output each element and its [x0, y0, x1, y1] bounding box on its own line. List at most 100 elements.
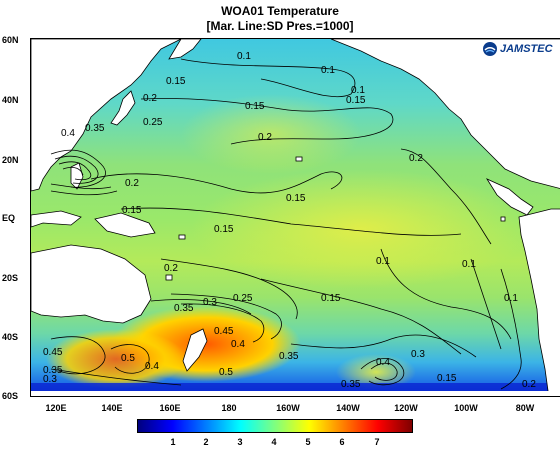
lon-label-120w: 120W — [394, 403, 418, 413]
contour-label: 0.45 — [214, 326, 234, 337]
contour-0.35-southeast — [360, 358, 405, 386]
lon-label-160w: 160W — [276, 403, 300, 413]
contour-0.2-south — [160, 258, 298, 320]
landmass-group — [31, 39, 560, 396]
contour-label: 0.5 — [219, 367, 233, 378]
japan-islands — [110, 90, 136, 126]
australia-landmass — [31, 244, 152, 324]
contour-label: 0.15 — [166, 76, 186, 87]
contour-0.15-south — [260, 278, 462, 355]
contour-0.35-tasman — [150, 299, 252, 315]
contour-label: 0.15 — [214, 224, 234, 235]
contour-label: 0.15 — [122, 205, 142, 216]
map-title: WOA01 Temperature — [221, 4, 339, 18]
colorbar-label-5: 5 — [305, 437, 311, 447]
solomon-island — [178, 234, 186, 240]
kamchatka-peninsula — [168, 39, 202, 60]
contour-label: 0.15 — [321, 293, 341, 304]
contour-0.35-southwest — [50, 368, 182, 386]
contour-label: 0.45 — [43, 347, 63, 358]
fiji-island — [165, 274, 173, 281]
contour-label: 0.15 — [346, 95, 366, 106]
lat-label-60s: 60S — [2, 391, 19, 401]
lat-label-40n: 40N — [2, 95, 19, 105]
contour-0.45-southwest — [50, 336, 106, 375]
lon-label-140w: 140W — [336, 403, 360, 413]
contour-label: 0.3 — [411, 349, 425, 360]
contour-0.2-east — [400, 148, 492, 245]
contour-label: 0.1 — [504, 293, 518, 304]
contour-0.1-north — [180, 58, 356, 98]
lon-label-140e: 140E — [101, 403, 123, 413]
contour-0.15-southeast — [290, 334, 477, 358]
lat-label-60n: 60N — [2, 35, 19, 45]
contour-0.15-eq — [120, 207, 462, 236]
contour-label: 0.35 — [174, 303, 194, 314]
colorbar-label-7: 7 — [374, 437, 380, 447]
contour-0.2-chile — [500, 268, 522, 390]
contour-0.25-tasman — [170, 293, 282, 340]
jamstec-logo-text: JAMSTEC — [500, 43, 553, 55]
lat-label-20n: 20N — [2, 155, 19, 165]
contour-label: 0.35 — [43, 365, 63, 376]
colorbar-label-3: 3 — [237, 437, 243, 447]
contour-label: 0.3 — [43, 374, 57, 385]
contour-label: 0.4 — [145, 361, 159, 372]
temperature-map: 0.1 0.1 0.15 0.2 0.25 0.35 0.4 0.2 0.15 … — [31, 39, 560, 396]
contour-label: 0.2 — [143, 93, 157, 104]
contour-label: 0.15 — [245, 101, 265, 112]
jamstec-logo-icon — [483, 42, 497, 56]
south-warm-pool — [46, 329, 186, 389]
mid-pacific-warm-band — [191, 169, 531, 289]
contour-label: 0.1 — [376, 256, 390, 267]
contour-label: 0.2 — [125, 178, 139, 189]
central-america-landmass — [485, 178, 534, 216]
contour-0.5-southwest — [110, 344, 150, 374]
lon-label-120e: 120E — [45, 403, 67, 413]
new-zealand-islands — [182, 328, 208, 372]
contour-label: 0.3 — [203, 297, 217, 308]
contour-0.3-tasman — [180, 303, 265, 343]
new-guinea-island — [94, 212, 156, 238]
contour-label: 0.1 — [237, 51, 251, 62]
colorbar — [137, 419, 413, 433]
kuroshio-contours — [50, 149, 118, 196]
contour-label: 0.5 — [121, 353, 135, 364]
contour-label: 0.4 — [61, 128, 75, 139]
lon-label-80w: 80W — [515, 403, 535, 413]
colorbar-label-1: 1 — [170, 437, 176, 447]
colorbar-label-2: 2 — [203, 437, 209, 447]
north-pacific-warm-band — [181, 94, 361, 174]
galapagos-island — [500, 216, 506, 222]
map-subtitle: [Mar. Line:SD Pres.=1000] — [206, 19, 354, 33]
lat-label-20s: 20S — [2, 273, 19, 283]
south-east-warm-patch — [336, 354, 416, 390]
contour-0.1-south — [380, 248, 512, 340]
map-panel: 0.1 0.1 0.15 0.2 0.25 0.35 0.4 0.2 0.15 … — [30, 38, 560, 397]
hawaii-island — [295, 156, 303, 162]
lon-label-160e: 160E — [159, 403, 181, 413]
lon-label-180: 180 — [221, 403, 237, 413]
lon-label-100w: 100W — [454, 403, 478, 413]
contour-0.15-chile — [470, 258, 502, 350]
contour-label: 0.35 — [341, 379, 361, 390]
contour-label: 0.1 — [321, 65, 335, 76]
south-america-landmass — [518, 208, 560, 396]
contour-label: 0.2 — [258, 132, 272, 143]
lat-label-40s: 40S — [2, 332, 19, 342]
philippines-islands — [70, 162, 84, 190]
contour-label: 0.4 — [231, 339, 245, 350]
contour-0.2-mid — [90, 171, 343, 194]
contour-label: 0.35 — [85, 123, 105, 134]
north-america-landmass — [330, 39, 560, 189]
lat-label-eq: EQ — [2, 213, 16, 223]
colorbar-label-6: 6 — [339, 437, 345, 447]
contour-label: 0.2 — [164, 263, 178, 274]
asia-landmass — [31, 39, 182, 192]
contour-label: 0.1 — [462, 259, 476, 270]
contour-label: 0.35 — [279, 351, 299, 362]
contour-label: 0.4 — [376, 357, 390, 368]
contour-label: 0.1 — [351, 85, 365, 96]
contour-label: 0.25 — [143, 117, 163, 128]
contour-label: 0.2 — [522, 379, 536, 390]
